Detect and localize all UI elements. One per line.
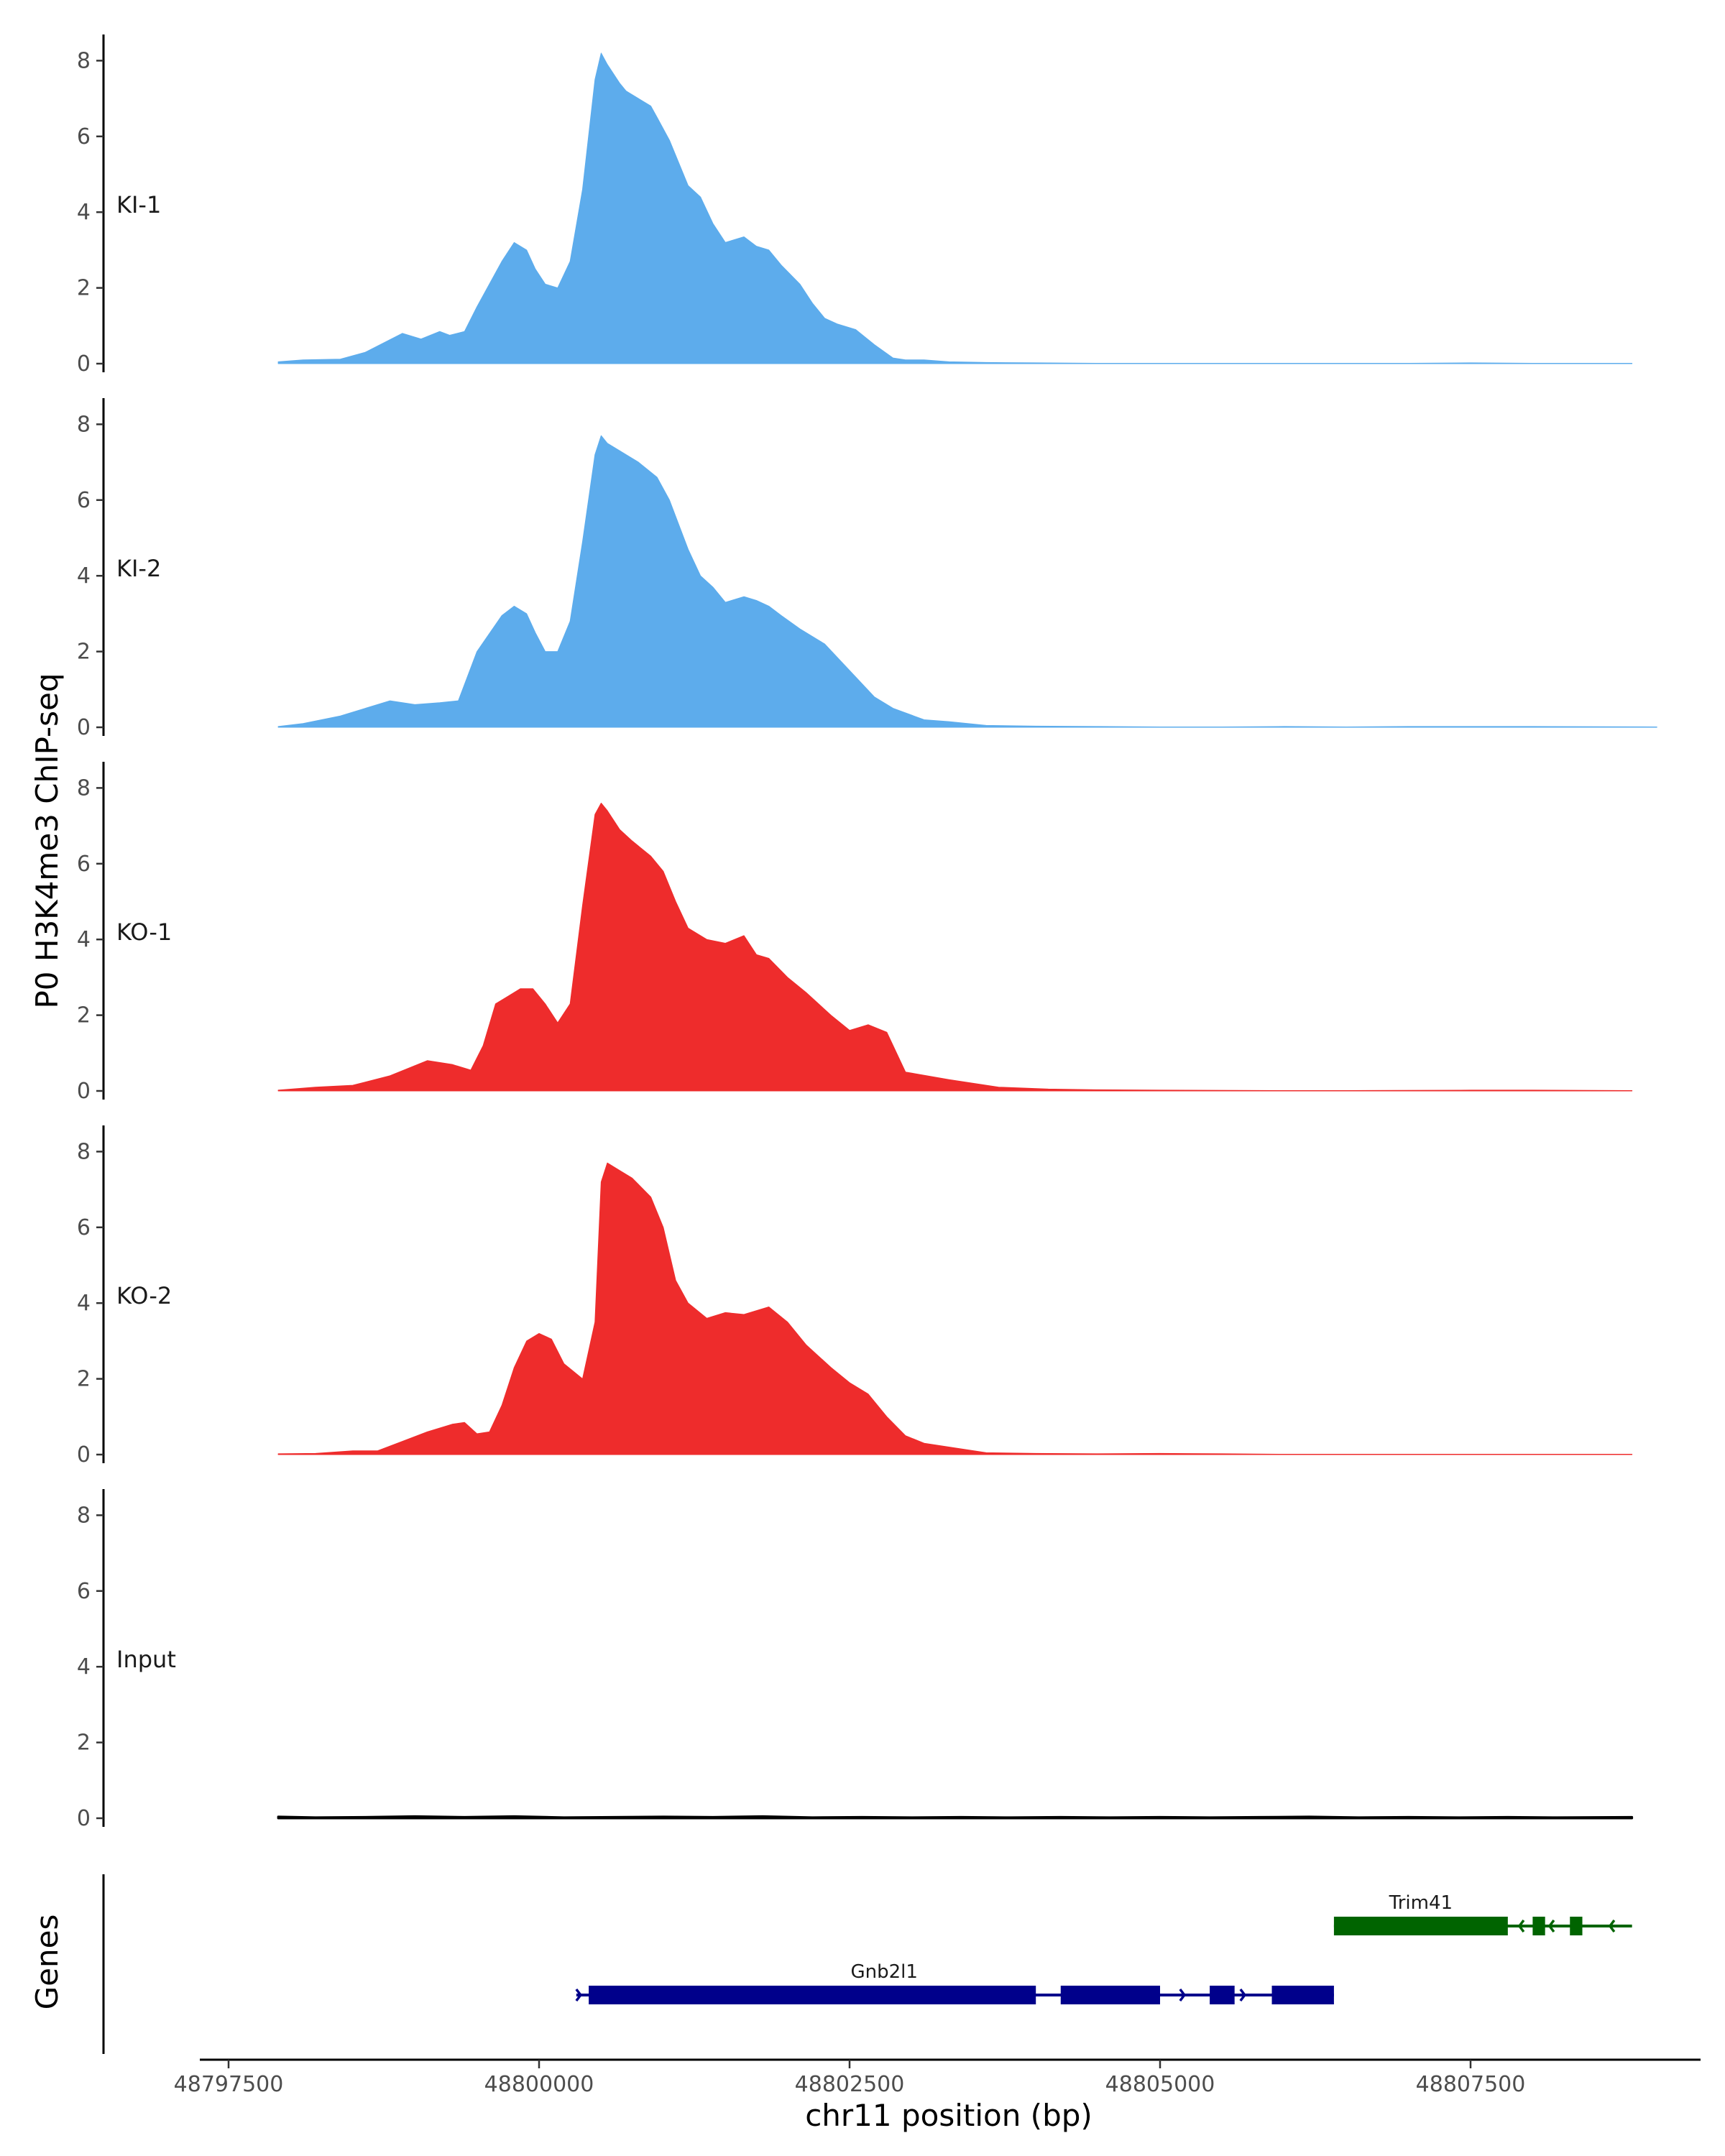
x-tick-label: 48805000 — [1105, 2072, 1215, 2097]
tracks-layer: 0 2 4 6 8 KI-1 0 2 4 6 8 KI-2 0 2 4 6 8 KO-1 0 2 4 6 8 KO-2 0 2 4 6… — [77, 34, 1657, 1831]
gene-trim41: Trim41 — [1333, 1892, 1632, 1935]
track-label-ko-2: KO-2 — [116, 1282, 172, 1309]
gene-exon — [1570, 1917, 1583, 1935]
x-tick-label: 48800000 — [484, 2072, 594, 2097]
genes-layer: Gnb2l1 Trim41 — [102, 1874, 1632, 2054]
y-tick-label: 4 — [77, 563, 91, 589]
y-tick-label: 0 — [77, 1806, 91, 1831]
signal-area-input — [277, 1815, 1634, 1820]
track-label-input: Input — [116, 1646, 176, 1673]
signal-area-ki-1 — [277, 52, 1633, 364]
track-label-ki-1: KI-1 — [116, 191, 161, 218]
gene-label: Trim41 — [1389, 1892, 1453, 1914]
y-tick-label: 8 — [77, 412, 91, 437]
signal-area-ki-2 — [277, 435, 1657, 728]
strand-arrow — [1517, 1919, 1525, 1933]
gene-gnb2l1: Gnb2l1 — [575, 1961, 1334, 2004]
x-axis: 48797500 48800000 48802500 48805000 48807500 — [174, 2058, 1701, 2097]
strand-arrow — [1179, 1988, 1187, 2002]
y-tick-label: 8 — [77, 775, 91, 801]
track-ki-2: 0 2 4 6 8 KI-2 — [77, 398, 1657, 740]
y-axis-title: P0 H3K4me3 ChIP-seq — [29, 673, 65, 1008]
y-tick-label: 2 — [77, 1003, 91, 1028]
track-label-ko-1: KO-1 — [116, 918, 172, 946]
x-tick-label: 48797500 — [174, 2072, 284, 2097]
gene-exon — [1210, 1986, 1235, 2004]
y-tick-label: 0 — [77, 1442, 91, 1468]
y-tick-label: 4 — [77, 927, 91, 952]
gene-label: Gnb2l1 — [850, 1961, 917, 1983]
gene-exon — [1060, 1986, 1160, 2004]
y-tick-label: 8 — [77, 48, 91, 73]
gene-exon — [589, 1986, 1036, 2004]
y-tick-label: 8 — [77, 1139, 91, 1164]
y-tick-label: 2 — [77, 1731, 91, 1756]
gene-exon — [1271, 1986, 1334, 2004]
genes-axis-title: Genes — [29, 1915, 65, 2010]
strand-arrow — [575, 1988, 583, 2002]
y-tick-label: 6 — [77, 852, 91, 877]
y-tick-label: 6 — [77, 1215, 91, 1240]
y-tick-label: 8 — [77, 1503, 91, 1528]
y-tick-label: 2 — [77, 276, 91, 301]
y-tick-label: 0 — [77, 1079, 91, 1104]
strand-arrow — [1239, 1988, 1247, 2002]
y-tick-label: 2 — [77, 1367, 91, 1392]
y-tick-label: 2 — [77, 640, 91, 665]
y-tick-label: 4 — [77, 1291, 91, 1316]
strand-arrow — [1608, 1919, 1616, 1933]
y-tick-label: 6 — [77, 124, 91, 149]
track-ki-1: 0 2 4 6 8 KI-1 — [77, 34, 1633, 377]
track-label-ki-2: KI-2 — [116, 555, 161, 582]
y-tick-label: 6 — [77, 488, 91, 513]
strand-arrow — [1547, 1919, 1555, 1933]
y-tick-label: 4 — [77, 200, 91, 225]
gene-exon — [1532, 1917, 1545, 1935]
signal-area-ko-2 — [277, 1162, 1633, 1455]
track-ko-1: 0 2 4 6 8 KO-1 — [77, 762, 1633, 1104]
signal-area-ko-1 — [277, 803, 1633, 1092]
x-tick-label: 48802500 — [795, 2072, 905, 2097]
y-tick-label: 0 — [77, 715, 91, 740]
gene-exon — [1333, 1917, 1508, 1935]
x-tick-label: 48807500 — [1416, 2072, 1526, 2097]
y-tick-label: 4 — [77, 1654, 91, 1680]
track-ko-2: 0 2 4 6 8 KO-2 — [77, 1125, 1633, 1468]
y-tick-label: 6 — [77, 1579, 91, 1604]
x-axis-title: chr11 position (bp) — [805, 2098, 1092, 2133]
y-tick-label: 0 — [77, 351, 91, 377]
track-input: 0 2 4 6 8 Input — [77, 1489, 1634, 1831]
